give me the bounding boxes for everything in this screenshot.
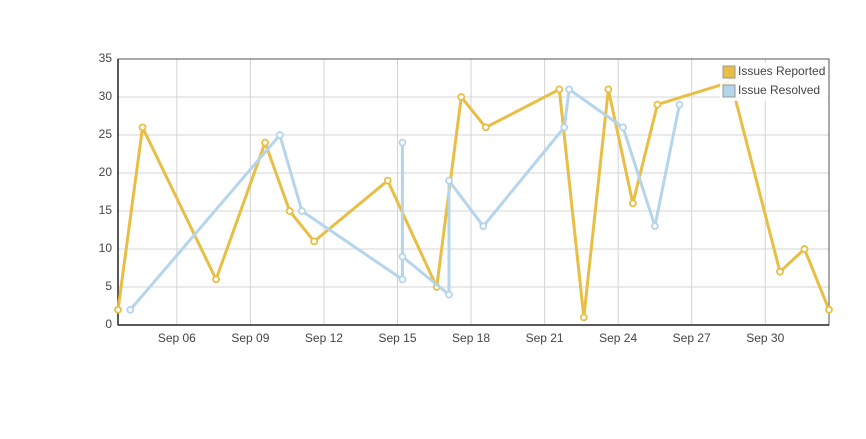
y-tick-label: 35 [99, 51, 113, 65]
x-tick-label: Sep 27 [673, 331, 711, 345]
data-point [651, 222, 659, 231]
legend-swatch [722, 65, 736, 79]
data-point [310, 237, 319, 246]
data-point [138, 123, 147, 132]
legend-label: Issues Reported [738, 64, 825, 78]
data-point [776, 267, 784, 276]
data-point [800, 245, 809, 253]
x-tick-label: Sep 21 [526, 331, 564, 345]
data-point [398, 138, 407, 147]
data-point [445, 290, 453, 299]
y-tick-label: 15 [99, 203, 113, 217]
data-point [398, 275, 407, 284]
legend-box [720, 63, 828, 101]
data-point [675, 100, 684, 109]
data-point [297, 207, 306, 215]
y-tick-label: 20 [99, 165, 113, 179]
data-point [285, 207, 294, 215]
data-point [126, 305, 135, 314]
data-point [604, 85, 613, 94]
y-tick-label: 30 [99, 89, 113, 103]
data-point [479, 222, 488, 231]
data-point [619, 123, 627, 132]
data-point [579, 313, 588, 322]
legend: Issues Reported Issue Resolved [720, 63, 828, 101]
data-point [481, 123, 490, 132]
y-tick-label: 0 [105, 317, 112, 331]
data-point [555, 85, 564, 94]
x-tick-label: Sep 09 [231, 331, 269, 345]
y-tick-label: 25 [99, 127, 113, 141]
data-point [445, 176, 453, 185]
x-tick-label: Sep 18 [452, 331, 490, 345]
y-tick-label: 10 [99, 241, 113, 255]
data-point [261, 138, 270, 147]
data-point [383, 176, 392, 185]
y-tick-label: 5 [105, 279, 112, 293]
data-point [653, 100, 662, 109]
x-tick-label: Sep 12 [305, 331, 343, 345]
data-point [565, 85, 574, 94]
x-tick-label: Sep 06 [158, 331, 196, 345]
data-point [628, 199, 637, 208]
x-tick-label: Sep 30 [746, 331, 784, 345]
data-point [275, 131, 284, 139]
data-point [398, 252, 407, 261]
x-tick-label: Sep 24 [599, 331, 637, 345]
x-tick-label: Sep 15 [378, 331, 416, 345]
data-point [114, 305, 122, 314]
legend-swatch [722, 84, 736, 98]
data-point [825, 305, 833, 314]
data-point [560, 123, 569, 132]
data-point [457, 93, 466, 101]
data-point [212, 275, 220, 284]
legend-label: Issue Resolved [738, 83, 820, 97]
series-line [129, 87, 681, 311]
